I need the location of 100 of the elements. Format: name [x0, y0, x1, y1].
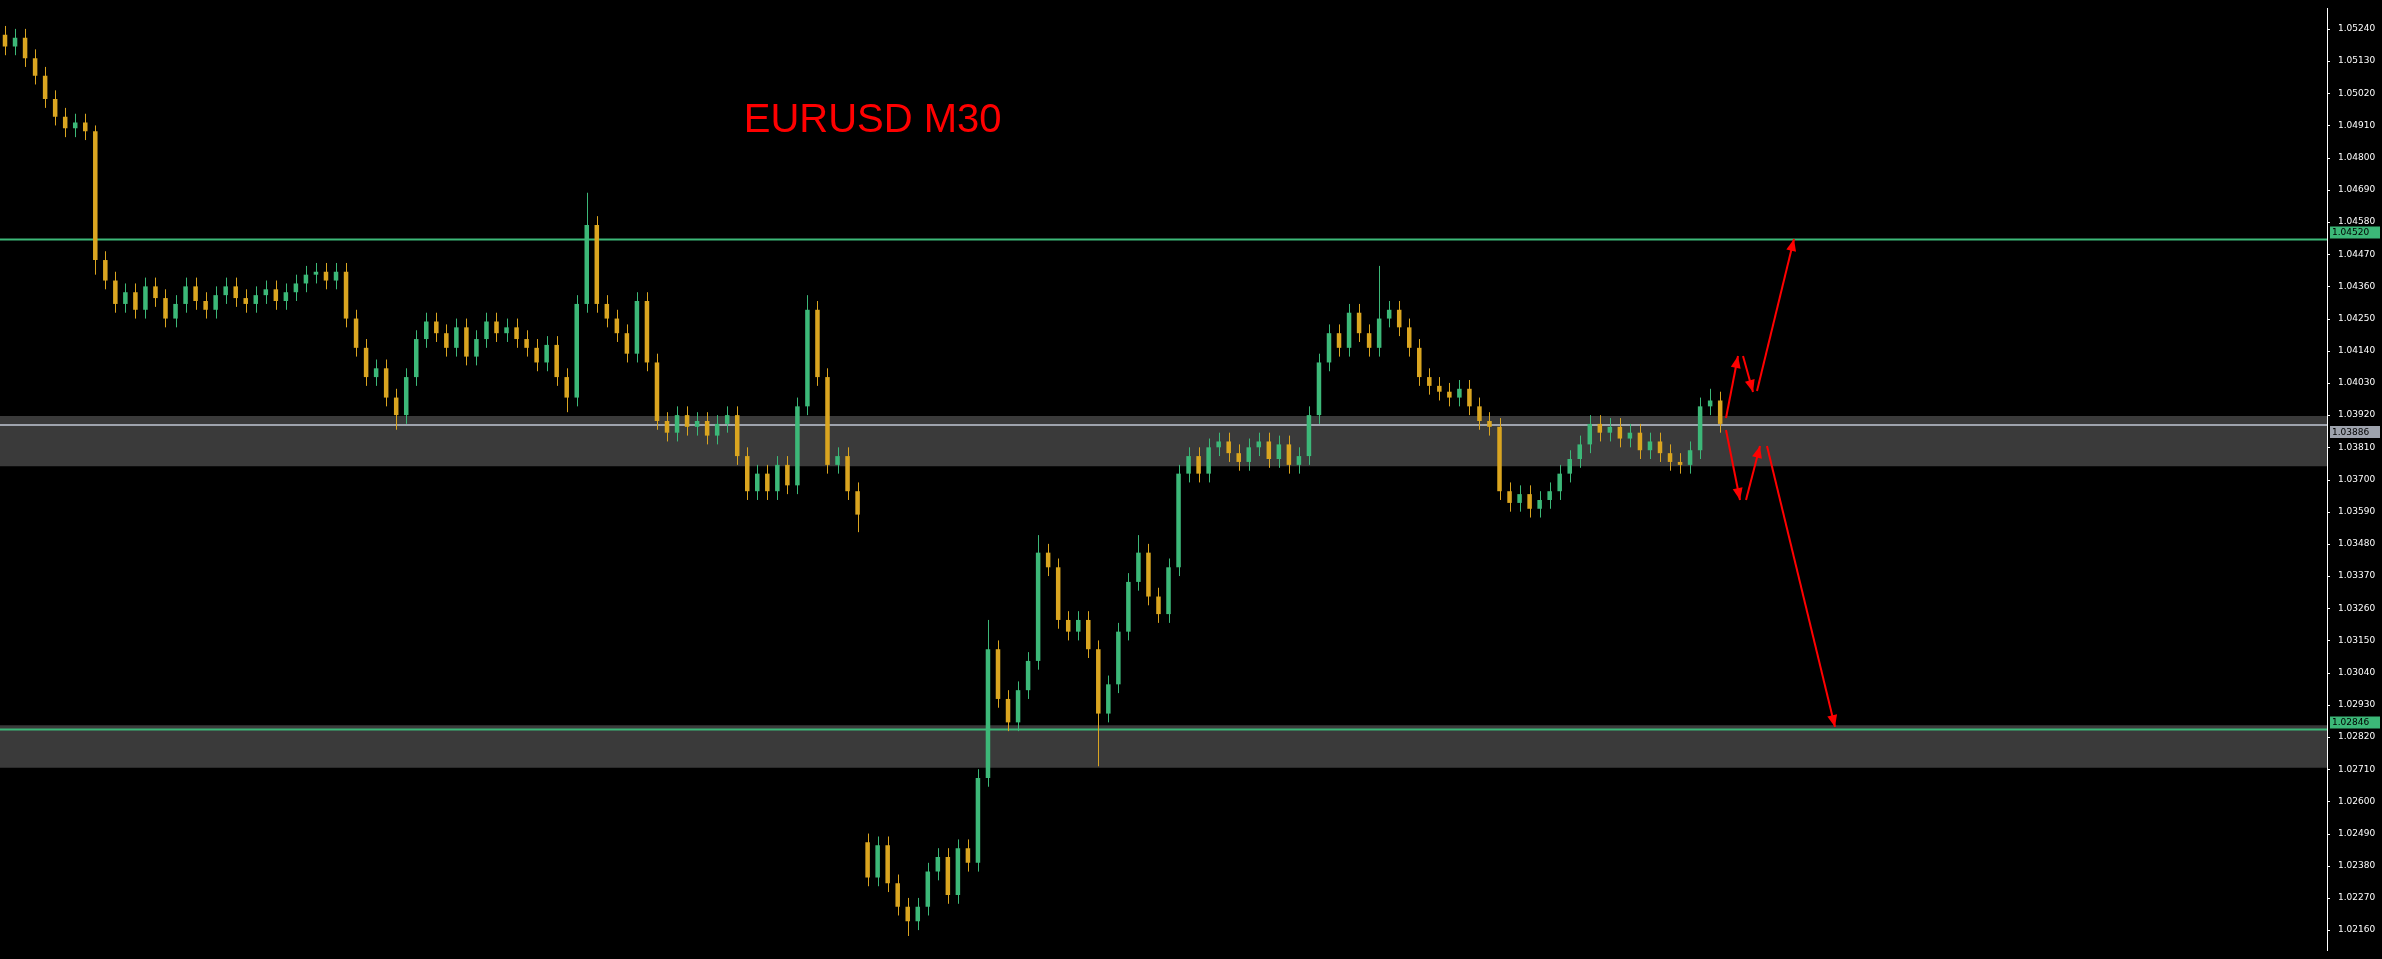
y-tick-label: 1.04690: [2338, 184, 2376, 195]
candlestick: [333, 262, 339, 290]
candlestick: [835, 446, 840, 475]
candlestick: [684, 405, 690, 437]
y-tick-label: 1.03040: [2338, 666, 2376, 677]
candlestick: [1447, 382, 1452, 407]
candlestick: [1065, 610, 1071, 641]
candlestick: [1567, 449, 1572, 483]
y-tick-label: 1.02160: [2338, 924, 2376, 935]
candlestick: [765, 464, 770, 501]
candlestick: [1286, 435, 1292, 475]
candlestick: [454, 318, 459, 358]
candlestick: [1186, 446, 1191, 483]
candlestick: [283, 282, 289, 311]
candlestick: [1427, 367, 1432, 396]
candlestick: [1216, 432, 1221, 457]
y-tick-label: 1.02490: [2338, 827, 2376, 838]
candlestick: [243, 288, 248, 314]
candlestick: [444, 323, 449, 358]
candlestick: [1617, 417, 1623, 448]
candlestick: [103, 250, 108, 290]
y-tick-label: 1.03480: [2338, 538, 2376, 549]
y-tick-label: 1.03810: [2338, 441, 2376, 452]
candlestick: [1296, 446, 1302, 475]
candlestick: [1657, 432, 1663, 463]
candlestick: [514, 318, 519, 349]
candlestick: [524, 329, 529, 358]
candlestick: [223, 277, 228, 305]
y-tick-label: 1.03370: [2338, 570, 2376, 581]
candlestick: [1597, 414, 1603, 442]
y-tick-label: 1.05020: [2338, 87, 2376, 98]
candlestick: [1577, 435, 1583, 469]
candlestick: [123, 282, 128, 314]
candlestick: [624, 323, 630, 363]
candlestick: [1627, 423, 1633, 448]
candlestick: [203, 291, 208, 320]
y-tick-label: 1.03920: [2338, 409, 2376, 420]
y-tick-label: 1.02270: [2338, 892, 2376, 903]
y-tick-label: 1.03150: [2338, 634, 2376, 645]
y-tick-label: 1.03700: [2338, 473, 2376, 484]
candlestick: [935, 847, 941, 881]
candlestick: [143, 277, 148, 320]
candlestick: [1336, 323, 1342, 358]
candlestick: [1547, 481, 1552, 510]
y-tick-label: 1.03590: [2338, 506, 2376, 517]
candlestick: [213, 285, 218, 320]
candlestick: [704, 411, 710, 445]
candlestick: [153, 277, 158, 308]
y-tick-label: 1.02820: [2338, 731, 2376, 742]
candlestick: [1266, 432, 1272, 469]
candlestick: [1537, 490, 1542, 519]
candlestick: [965, 838, 971, 873]
candlestick: [323, 262, 329, 290]
candlestick: [113, 271, 118, 314]
candlestick: [755, 464, 760, 501]
candlestick: [1406, 318, 1412, 358]
candlestick: [233, 277, 238, 308]
candlestick: [564, 367, 569, 413]
candlestick: [83, 113, 88, 141]
y-tick-label: 1.02930: [2338, 699, 2376, 710]
candlestick: [1366, 323, 1372, 358]
candlestick: [293, 274, 299, 302]
candlestick: [474, 329, 479, 366]
candlestick: [424, 312, 429, 349]
y-tick-label: 1.02380: [2338, 860, 2376, 871]
candlestick: [193, 277, 198, 311]
candlestick: [1507, 481, 1512, 513]
y-tick-label: 1.04470: [2338, 248, 2376, 259]
candlestick: [183, 277, 188, 314]
candlestick: [1707, 388, 1713, 416]
candlestick: [133, 282, 138, 320]
candlestick: [1477, 397, 1482, 431]
candlestick: [1487, 411, 1492, 437]
candlestick: [714, 414, 720, 445]
candlestick: [1457, 379, 1462, 407]
candlestick: [484, 312, 489, 349]
y-tick-label: 1.02710: [2338, 763, 2376, 774]
candlestick: [263, 280, 269, 305]
candlestick: [1527, 484, 1532, 519]
text: EURUSD M30: [743, 96, 1002, 141]
y-tick-label: 1.04800: [2338, 151, 2376, 162]
candlestick: [664, 411, 670, 442]
candlestick: [273, 280, 279, 311]
candlestick: [1226, 432, 1231, 463]
candlestick: [724, 405, 730, 434]
candlestick: [1075, 610, 1081, 641]
candlestick: [694, 411, 700, 437]
candlestick: [544, 335, 549, 372]
ref-line-label: 1.03886: [2332, 426, 2370, 437]
candlestick: [1156, 587, 1161, 624]
y-tick-label: 1.05240: [2338, 23, 2376, 34]
candlestick: [163, 288, 168, 328]
candlestick: [1236, 443, 1241, 472]
candlestick: [52, 89, 58, 126]
candlestick: [1196, 446, 1201, 483]
candlestick: [1256, 432, 1262, 457]
candlestick: [785, 455, 790, 495]
candlestick: [604, 294, 610, 328]
candlestick: [905, 897, 910, 937]
candlestick: [674, 405, 680, 442]
